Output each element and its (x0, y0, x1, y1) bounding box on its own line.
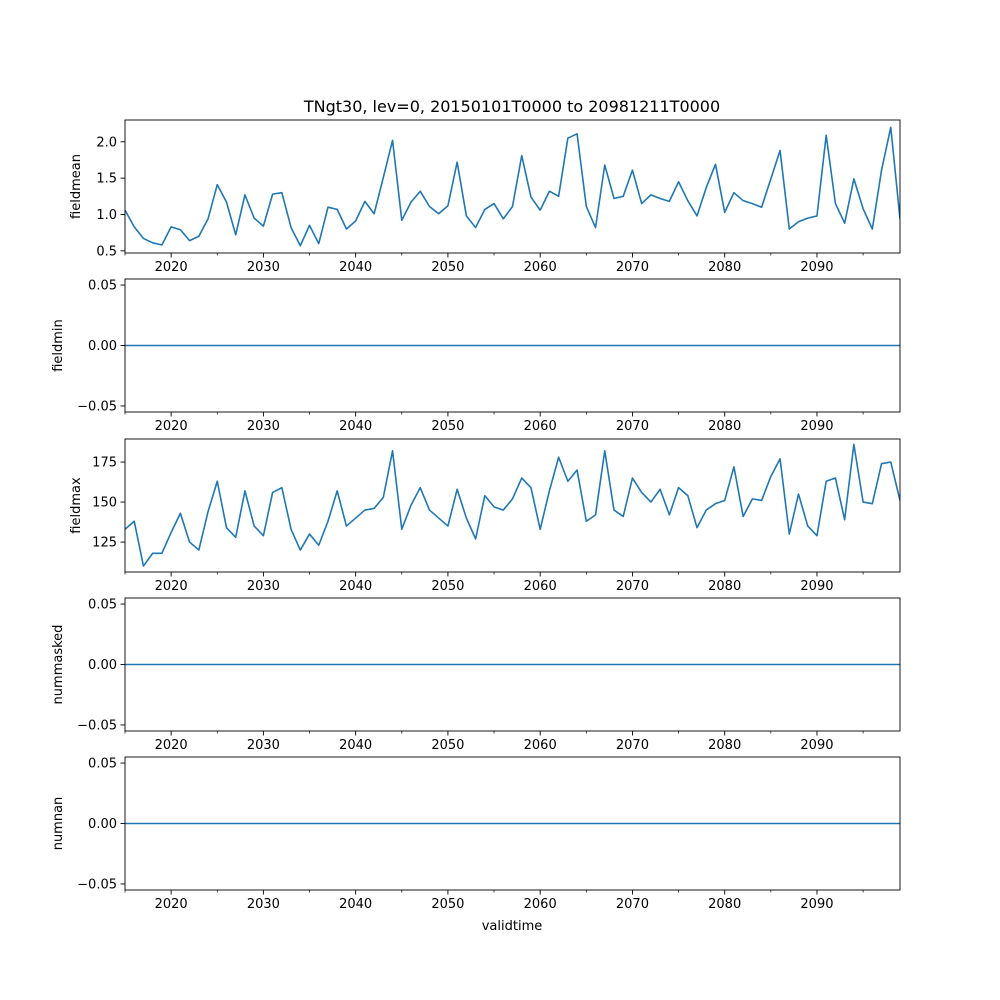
fieldmin-y-tick-label: 0.00 (88, 339, 117, 354)
fieldmean-y-tick-label: 0.5 (96, 244, 117, 259)
nummasked-x-tick-label: 2090 (800, 738, 833, 753)
numnan-x-tick-label: 2060 (524, 897, 557, 912)
subplot-fieldmin: 2020 2030 2040 2050 2060 2070 2080 2090 −0.05 0.0… (51, 279, 901, 434)
fieldmean-axes-frame (124, 119, 901, 254)
fieldmin-x-tick-label: 2080 (708, 419, 741, 434)
fieldmean-y-tick-label: 2.0 (96, 135, 117, 150)
fieldmax-x-tick-label: 2070 (616, 579, 649, 594)
fieldmean-x-tick-label: 2030 (247, 260, 280, 275)
subplot-nummasked: 2020 2030 2040 2050 2060 2070 2080 2090 −0.05 0.0… (51, 598, 901, 753)
fieldmax-y-axis-label: fieldmax (69, 477, 84, 534)
nummasked-x-tick-label: 2080 (708, 738, 741, 753)
nummasked-y-axis-label: nummasked (51, 625, 66, 705)
fieldmean-series-line (125, 126, 900, 247)
fieldmean-x-tick-label: 2050 (431, 260, 464, 275)
numnan-x-tick-label: 2080 (708, 897, 741, 912)
subplot-numnan: 2020 2030 2040 2050 2060 2070 2080 2090 −0.05 0.0… (51, 757, 901, 912)
nummasked-y-tick-label: 0.00 (88, 658, 117, 673)
numnan-y-tick-label: 0.05 (88, 757, 117, 772)
fieldmin-x-tick-label: 2090 (800, 419, 833, 434)
fieldmax-x-tick-label: 2020 (155, 579, 188, 594)
fieldmax-x-tick-label: 2050 (431, 579, 464, 594)
nummasked-x-tick-label: 2040 (339, 738, 372, 753)
numnan-x-tick-label: 2050 (431, 897, 464, 912)
nummasked-y-tick-label: 0.05 (88, 598, 117, 613)
nummasked-y-tick-label: −0.05 (77, 718, 117, 733)
nummasked-x-tick-label: 2030 (247, 738, 280, 753)
fieldmean-x-tick-label: 2020 (155, 260, 188, 275)
nummasked-x-tick-label: 2060 (524, 738, 557, 753)
nummasked-x-tick-label: 2020 (155, 738, 188, 753)
fieldmin-x-tick-label: 2020 (155, 419, 188, 434)
numnan-x-tick-label: 2030 (247, 897, 280, 912)
subplots: 2020 2030 2040 2050 2060 2070 2080 2090 0.5 1.0 1.… (51, 119, 901, 912)
chart-title: TNgt30, lev=0, 20150101T0000 to 20981211… (303, 97, 720, 116)
nummasked-x-tick-label: 2050 (431, 738, 464, 753)
fieldmax-x-tick-label: 2090 (800, 579, 833, 594)
fieldmax-x-tick-label: 2060 (524, 579, 557, 594)
fieldmin-y-axis-label: fieldmin (51, 319, 66, 372)
fieldmin-x-tick-label: 2060 (524, 419, 557, 434)
subplot-fieldmean: 2020 2030 2040 2050 2060 2070 2080 2090 0.5 1.0 1.… (69, 119, 901, 275)
numnan-x-tick-label: 2070 (616, 897, 649, 912)
fieldmax-series-line (125, 443, 900, 567)
fieldmin-x-tick-label: 2040 (339, 419, 372, 434)
fieldmean-x-tick-label: 2090 (800, 260, 833, 275)
numnan-x-tick-label: 2040 (339, 897, 372, 912)
fieldmin-x-tick-label: 2030 (247, 419, 280, 434)
fieldmean-x-tick-label: 2060 (524, 260, 557, 275)
fieldmax-y-tick-label: 125 (92, 536, 117, 551)
fieldmin-y-tick-label: 0.05 (88, 279, 117, 294)
fieldmin-x-tick-label: 2070 (616, 419, 649, 434)
fieldmax-x-tick-label: 2040 (339, 579, 372, 594)
fieldmean-y-axis-label: fieldmean (69, 154, 84, 219)
x-axis-label: validtime (482, 919, 543, 934)
numnan-x-tick-label: 2090 (800, 897, 833, 912)
fieldmax-y-tick-label: 150 (92, 496, 117, 511)
numnan-y-axis-label: numnan (51, 797, 66, 851)
fieldmean-y-tick-label: 1.0 (96, 208, 117, 223)
fieldmax-y-tick-label: 175 (92, 456, 117, 471)
numnan-x-tick-label: 2020 (155, 897, 188, 912)
fieldmax-x-tick-label: 2080 (708, 579, 741, 594)
fieldmean-x-tick-label: 2070 (616, 260, 649, 275)
fieldmean-x-tick-label: 2080 (708, 260, 741, 275)
fieldmax-x-tick-label: 2030 (247, 579, 280, 594)
nummasked-x-tick-label: 2070 (616, 738, 649, 753)
fieldmax-axes-frame (124, 438, 901, 573)
numnan-y-tick-label: 0.00 (88, 817, 117, 832)
fieldmean-y-tick-label: 1.5 (96, 172, 117, 187)
subplot-fieldmax: 2020 2030 2040 2050 2060 2070 2080 2090 125 150 17… (69, 438, 901, 594)
numnan-y-tick-label: −0.05 (77, 877, 117, 892)
fieldmin-x-tick-label: 2050 (431, 419, 464, 434)
fieldmin-y-tick-label: −0.05 (77, 399, 117, 414)
fieldmean-x-tick-label: 2040 (339, 260, 372, 275)
